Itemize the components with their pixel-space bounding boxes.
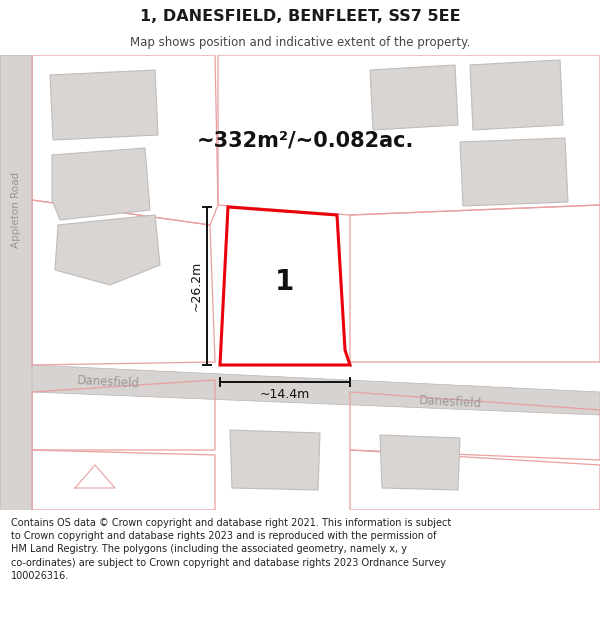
- Polygon shape: [0, 55, 32, 510]
- Polygon shape: [52, 148, 150, 220]
- Text: Contains OS data © Crown copyright and database right 2021. This information is : Contains OS data © Crown copyright and d…: [11, 518, 451, 581]
- Text: 1: 1: [274, 268, 293, 296]
- Polygon shape: [460, 138, 568, 206]
- Text: 1, DANESFIELD, BENFLEET, SS7 5EE: 1, DANESFIELD, BENFLEET, SS7 5EE: [140, 9, 460, 24]
- Polygon shape: [55, 215, 160, 285]
- Polygon shape: [380, 435, 460, 490]
- Text: ~332m²/~0.082ac.: ~332m²/~0.082ac.: [196, 130, 413, 150]
- Text: Appleton Road: Appleton Road: [11, 172, 21, 248]
- Polygon shape: [230, 430, 320, 490]
- Text: ~14.4m: ~14.4m: [260, 389, 310, 401]
- Text: Danesfield: Danesfield: [76, 374, 140, 390]
- Polygon shape: [32, 365, 600, 415]
- Polygon shape: [50, 70, 158, 140]
- Polygon shape: [242, 239, 328, 343]
- Text: ~26.2m: ~26.2m: [190, 261, 203, 311]
- Polygon shape: [220, 207, 350, 365]
- Text: Danesfield: Danesfield: [418, 394, 482, 410]
- Polygon shape: [370, 65, 458, 130]
- Text: Map shows position and indicative extent of the property.: Map shows position and indicative extent…: [130, 36, 470, 49]
- Polygon shape: [470, 60, 563, 130]
